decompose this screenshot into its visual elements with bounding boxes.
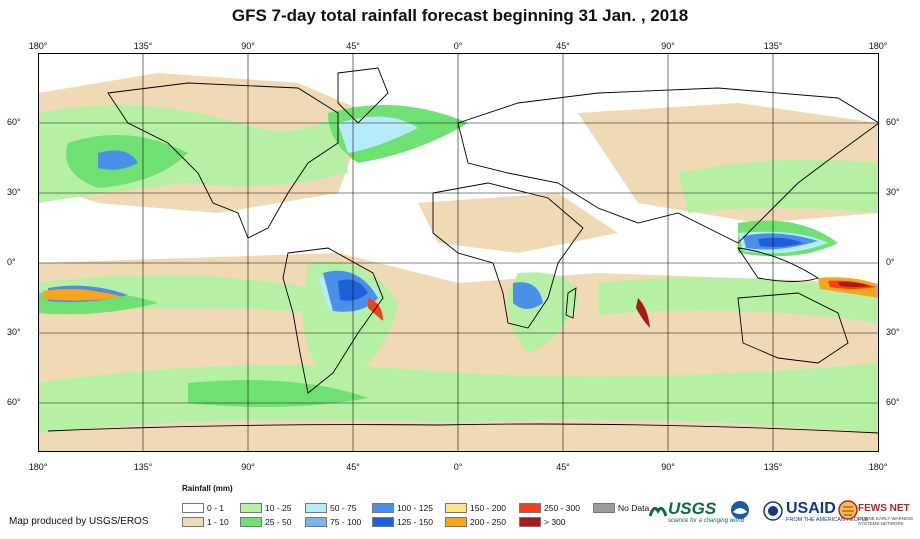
legend-label: 10 - 25 [265, 503, 292, 513]
north-america-outline [107, 82, 339, 239]
madagascar-outline [565, 287, 577, 319]
lon-label-bottom: 135° [133, 462, 153, 472]
legend-swatch [519, 517, 541, 527]
legend-label: No Data [618, 503, 650, 513]
usaid-tagline: FROM THE AMERICAN PEOPLE [786, 517, 869, 523]
lat-label-left: 30° [7, 327, 21, 337]
legend-swatch [305, 503, 327, 513]
lon-label-top: 45° [556, 41, 570, 51]
map-title: GFS 7-day total rainfall forecast beginn… [231, 6, 689, 25]
legend-label: 100 - 125 [397, 503, 433, 513]
legend-label: 0 - 1 [207, 503, 225, 513]
usaid-logo: USAID [786, 500, 836, 517]
legend-swatch [372, 503, 394, 513]
legend-label: 200 - 250 [470, 517, 506, 527]
lon-label-top: 180° [868, 41, 888, 51]
lon-label-bottom: 135° [763, 462, 783, 472]
legend-swatch [240, 517, 262, 527]
fews-globe-icon [838, 500, 858, 520]
fews-net-logo: FEWS NET [858, 503, 910, 514]
lon-label-top: 180° [28, 41, 48, 51]
legend-swatch [593, 503, 615, 513]
legend-swatch [445, 503, 467, 513]
lon-label-bottom: 180° [868, 462, 888, 472]
lon-label-bottom: 180° [28, 462, 48, 472]
lat-label-right: 0° [886, 257, 895, 267]
lon-label-top: 90° [241, 41, 255, 51]
map-frame [38, 53, 879, 452]
lon-label-bottom: 90° [661, 462, 675, 472]
legend-label: 50 - 75 [330, 503, 357, 513]
legend-label: 1 - 10 [207, 517, 229, 527]
legend-label: 25 - 50 [265, 517, 292, 527]
legend-label: 125 - 150 [397, 517, 433, 527]
lat-label-right: 60° [886, 397, 900, 407]
lon-label-top: 90° [661, 41, 675, 51]
legend-swatch [240, 503, 262, 513]
lon-label-bottom: 90° [241, 462, 255, 472]
lat-label-left: 60° [7, 117, 21, 127]
lat-label-right: 30° [886, 187, 900, 197]
greenland-outline [337, 67, 389, 124]
lon-label-top: 135° [763, 41, 783, 51]
legend-swatch [182, 517, 204, 527]
maritime-continent-outline [737, 247, 820, 282]
lat-label-left: 60° [7, 397, 21, 407]
eurasia-outline [457, 87, 879, 244]
coastlines [47, 67, 879, 434]
lat-label-left: 30° [7, 187, 21, 197]
legend-swatch [519, 503, 541, 513]
lat-label-right: 30° [886, 327, 900, 337]
lon-label-bottom: 45° [346, 462, 360, 472]
fews-tagline: FAMINE EARLY WARNING SYSTEMS NETWORK [858, 516, 914, 526]
lat-label-left: 0° [7, 257, 16, 267]
legend-swatch [372, 517, 394, 527]
lon-label-top: 0° [453, 41, 463, 51]
legend-title: Rainfall (mm) [182, 484, 233, 493]
lon-label-top: 45° [346, 41, 360, 51]
lat-label-right: 60° [886, 117, 900, 127]
legend-label: > 300 [544, 517, 566, 527]
usgs-tagline: science for a changing world [668, 518, 745, 524]
legend-label: 150 - 200 [470, 503, 506, 513]
noaa-emblem-icon [731, 501, 749, 519]
lon-label-bottom: 45° [556, 462, 570, 472]
australia-outline [737, 292, 849, 364]
usgs-logo-icon [649, 506, 667, 517]
lon-label-bottom: 0° [453, 462, 463, 472]
south-america-outline [282, 247, 384, 394]
graticule [38, 53, 879, 452]
legend-swatch [182, 503, 204, 513]
usaid-seal-icon [763, 501, 783, 521]
legend-label: 75 - 100 [330, 517, 362, 527]
credit-text: Map produced by USGS/EROS [9, 516, 149, 527]
lon-label-top: 135° [133, 41, 153, 51]
rainfall-map [38, 53, 879, 452]
legend-swatch [445, 517, 467, 527]
legend-label: 250 - 300 [544, 503, 580, 513]
antarctica-outline [47, 423, 879, 434]
legend-swatch [305, 517, 327, 527]
usgs-logo: USGS [668, 499, 717, 518]
